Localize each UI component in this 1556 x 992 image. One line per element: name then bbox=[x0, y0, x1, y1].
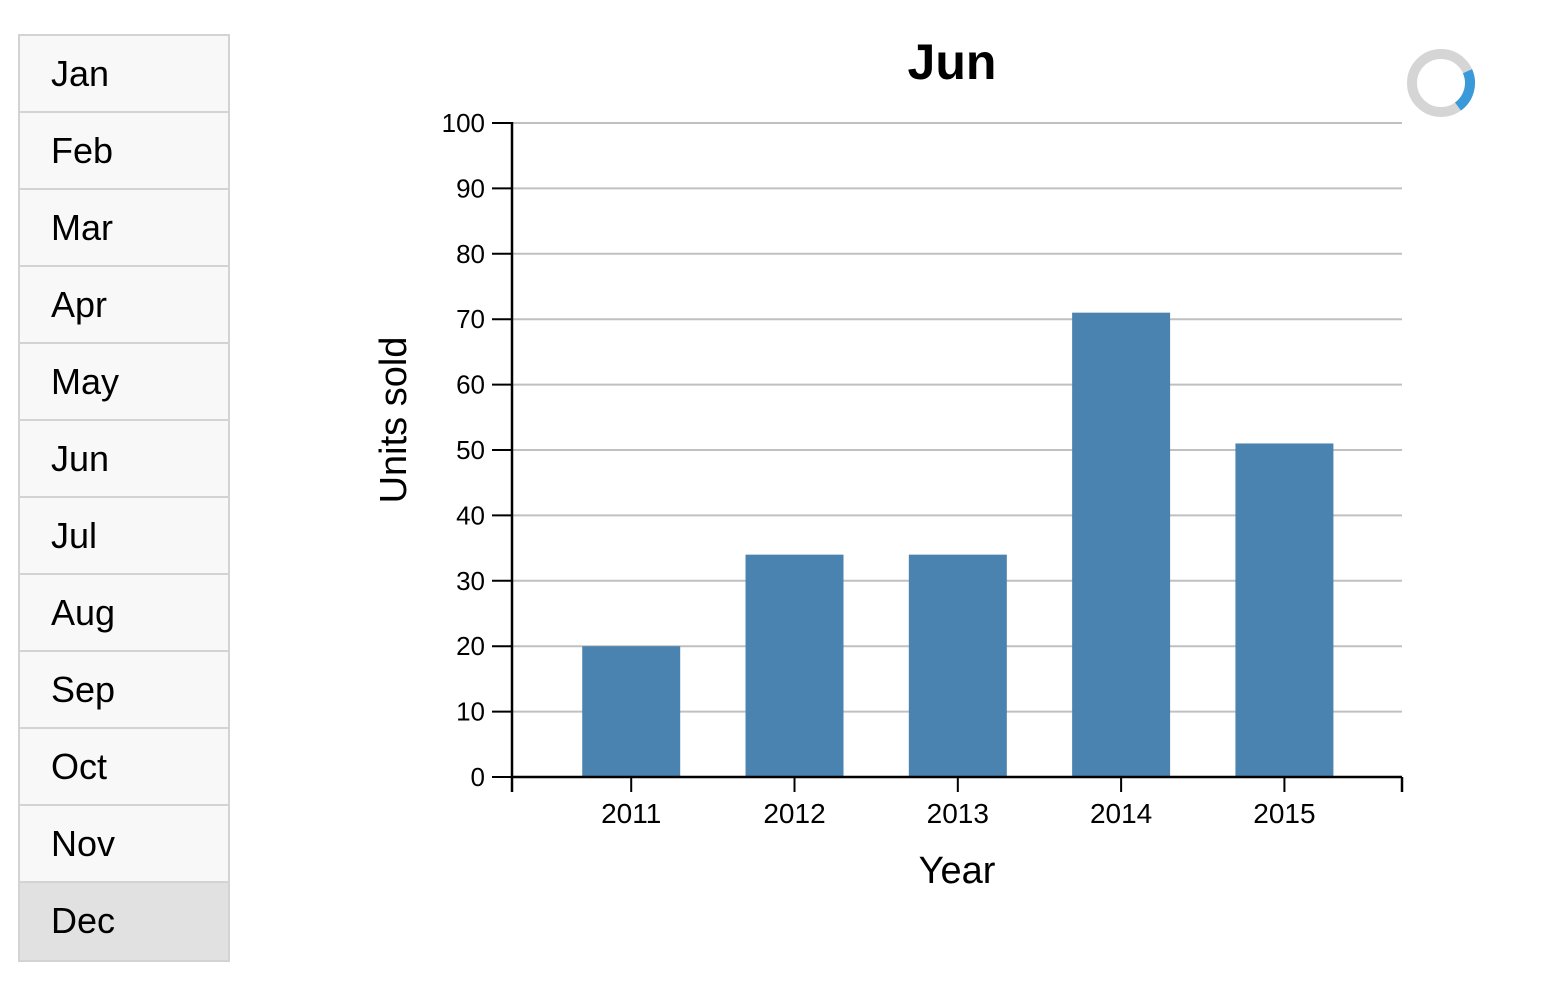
axes: 0 10 20 30 40 50 60 70 80 90 100 2011 2012 2013 2014 20… bbox=[442, 108, 1404, 829]
month-item-mar[interactable]: Mar bbox=[20, 190, 228, 267]
x-tick-label: 2013 bbox=[927, 798, 989, 829]
bar-2012 bbox=[745, 554, 844, 777]
month-item-nov[interactable]: Nov bbox=[20, 806, 228, 883]
month-item-may[interactable]: May bbox=[20, 344, 228, 421]
x-tick-label: 2011 bbox=[601, 798, 661, 829]
y-tick-label: 90 bbox=[456, 173, 485, 203]
month-item-oct[interactable]: Oct bbox=[20, 729, 228, 806]
month-item-jul[interactable]: Jul bbox=[20, 498, 228, 575]
y-tick-label: 30 bbox=[456, 566, 485, 596]
month-item-aug[interactable]: Aug bbox=[20, 575, 228, 652]
x-tick-label: 2015 bbox=[1253, 798, 1315, 829]
bar-2014 bbox=[1072, 312, 1171, 777]
loading-spinner-icon bbox=[1407, 49, 1475, 117]
y-tick-label: 20 bbox=[456, 631, 485, 661]
month-item-jun[interactable]: Jun bbox=[20, 421, 228, 498]
month-item-dec[interactable]: Dec bbox=[20, 883, 228, 960]
y-tick-label: 100 bbox=[442, 108, 485, 138]
month-item-sep[interactable]: Sep bbox=[20, 652, 228, 729]
y-tick-label: 0 bbox=[471, 762, 485, 792]
y-tick-label: 10 bbox=[456, 697, 485, 727]
y-tick-label: 60 bbox=[456, 370, 485, 400]
month-item-feb[interactable]: Feb bbox=[20, 113, 228, 190]
y-tick-label: 40 bbox=[456, 500, 485, 530]
y-axis-label: Units sold bbox=[373, 337, 415, 504]
y-tick-label: 80 bbox=[456, 239, 485, 269]
chart-title: Jun bbox=[908, 34, 997, 90]
bar-2013 bbox=[908, 554, 1007, 777]
y-tick-label: 70 bbox=[456, 304, 485, 334]
y-tick-label: 50 bbox=[456, 435, 485, 465]
bars bbox=[582, 312, 1334, 777]
x-tick-label: 2012 bbox=[763, 798, 825, 829]
bar-chart: 0 10 20 30 40 50 60 70 80 90 100 2011 2012 2013 2014 20… bbox=[373, 34, 1404, 892]
month-item-apr[interactable]: Apr bbox=[20, 267, 228, 344]
month-list: Jan Feb Mar Apr May Jun Jul Aug Sep Oct … bbox=[18, 34, 230, 962]
bar-2015 bbox=[1235, 443, 1334, 777]
x-tick-label: 2014 bbox=[1090, 798, 1152, 829]
bar-2011 bbox=[582, 646, 681, 777]
x-axis-label: Year bbox=[919, 850, 996, 892]
month-item-jan[interactable]: Jan bbox=[20, 36, 228, 113]
